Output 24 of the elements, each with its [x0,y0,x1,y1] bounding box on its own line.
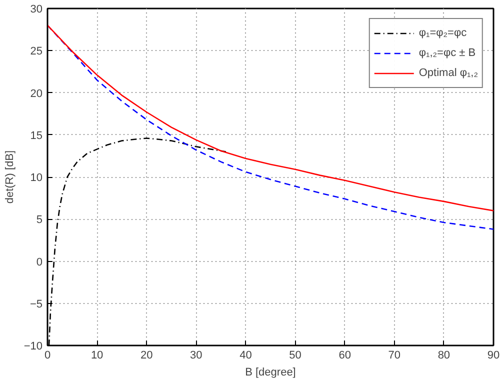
y-tick-label: 25 [30,46,43,58]
y-tick-label: −5 [30,298,43,310]
y-tick-label: 15 [30,130,43,142]
x-tick-label: 70 [388,350,401,362]
x-tick-label: 10 [90,350,104,362]
x-tick-label: 80 [438,350,450,362]
legend-label: φ₁=φ₂=φc [418,26,467,40]
x-tick-label: 60 [338,350,351,362]
legend-label: Optimal φ₁,₂ [418,66,478,80]
y-tick-label: 20 [30,88,43,100]
y-tick-label: −10 [24,340,43,352]
y-tick-label: 5 [36,214,43,226]
y-tick-label: 30 [30,4,43,16]
x-tick-label: 40 [240,350,252,362]
x-tick-label: 0 [44,350,51,362]
x-tick-label: 50 [289,350,302,362]
legend-label: φ₁,₂=φc ± B [418,46,476,60]
x-axis-title: B [degree] [245,366,296,378]
y-axis-title: det(R) [dB] [4,150,16,204]
y-tick-label: 0 [36,256,43,268]
x-tick-label: 20 [140,350,153,362]
x-tick-label: 30 [190,350,202,362]
y-tick-label: 10 [30,172,43,184]
x-tick-label: 90 [487,350,500,362]
